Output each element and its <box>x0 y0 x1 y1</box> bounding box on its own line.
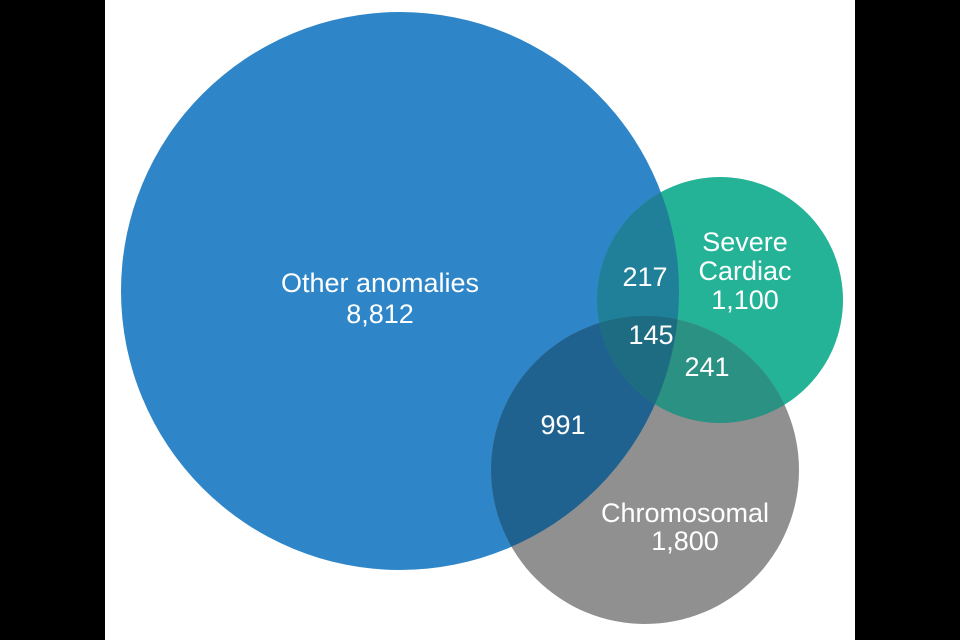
overlap-value-triple: 145 <box>628 320 673 350</box>
set-label-severe-cardiac-line1: Severe <box>702 227 788 257</box>
set-value-chromosomal: 1,800 <box>651 526 719 556</box>
overlap-value-teal-gray: 241 <box>684 352 729 382</box>
set-label-severe-cardiac-line2: Cardiac <box>698 256 791 286</box>
letterbox-right-bar <box>855 0 960 640</box>
letterbox-left-bar <box>0 0 105 640</box>
set-value-other-anomalies: 8,812 <box>346 299 414 329</box>
set-label-other-anomalies: Other anomalies <box>281 268 479 298</box>
set-value-severe-cardiac: 1,100 <box>711 285 779 315</box>
overlap-value-blue-gray: 991 <box>540 410 585 440</box>
set-label-chromosomal: Chromosomal <box>601 498 769 528</box>
overlap-region-teal-gray <box>597 316 799 423</box>
overlap-value-blue-teal: 217 <box>622 262 667 292</box>
